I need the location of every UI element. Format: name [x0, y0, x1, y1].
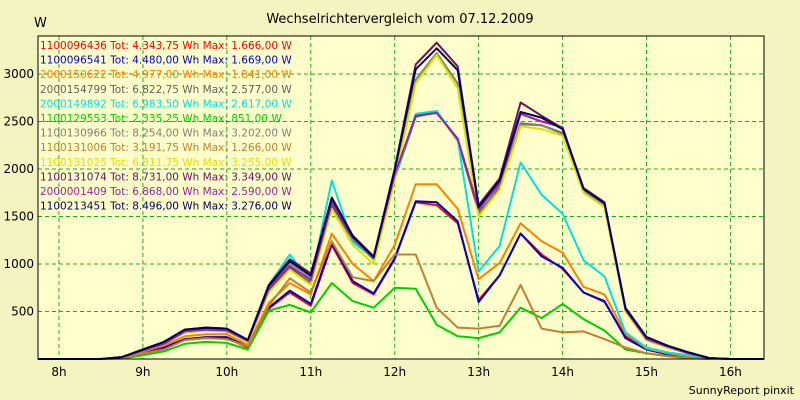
- legend-entry: 2000149892 Tot: 6.983,50 Wh Max: 2.617,0…: [40, 98, 292, 110]
- legend-entry: 1100131025 Tot: 6.811,75 Wh Max: 3.255,0…: [40, 157, 292, 169]
- legend-entry: 1100129553 Tot: 2.335,25 Wh Max: 851,00 …: [40, 113, 282, 125]
- legend-entry: 1100096436 Tot: 4.343,75 Wh Max: 1.666,0…: [40, 40, 292, 52]
- y-tick-label: 3000: [3, 67, 34, 81]
- y-tick-label: 1500: [3, 210, 34, 224]
- x-tick-label: 9h: [135, 365, 150, 379]
- legend-entry: 1100130966 Tot: 8.254,00 Wh Max: 3.202,0…: [40, 128, 292, 140]
- legend-entry: 1100213451 Tot: 8.496,00 Wh Max: 3.276,0…: [40, 201, 292, 213]
- x-tick-label: 11h: [299, 365, 322, 379]
- x-tick-label: 10h: [215, 365, 238, 379]
- plot-area: [38, 36, 764, 359]
- x-tick-label: 15h: [635, 365, 658, 379]
- legend-entry: 2000150622 Tot: 4.977,00 Wh Max: 1.841,0…: [40, 69, 292, 81]
- y-tick-label: 500: [11, 305, 34, 319]
- x-tick-label: 16h: [719, 365, 742, 379]
- legend-entry: 2000154799 Tot: 6.822,75 Wh Max: 2.577,0…: [40, 84, 292, 96]
- x-tick-label: 13h: [467, 365, 490, 379]
- footer-credit: SunnyReport pinxit: [689, 384, 795, 397]
- legend-entry: 2000001409 Tot: 6.868,00 Wh Max: 2.590,0…: [40, 186, 292, 198]
- series-line: [38, 112, 764, 360]
- x-tick-label: 8h: [51, 365, 66, 379]
- y-axis-label: W: [34, 16, 47, 31]
- legend: 1100096436 Tot: 4.343,75 Wh Max: 1.666,0…: [40, 40, 292, 213]
- plot-frame: [37, 35, 765, 360]
- y-tick-label: 2000: [3, 162, 34, 176]
- y-tick-label: 2500: [3, 115, 34, 129]
- legend-entry: 1100096541 Tot: 4.480,00 Wh Max: 1.669,0…: [40, 55, 292, 67]
- x-tick-label: 12h: [383, 365, 406, 379]
- x-tick-label: 14h: [551, 365, 574, 379]
- series-lines: [38, 41, 764, 360]
- series-line: [38, 47, 764, 360]
- chart-title: Wechselrichtervergleich vom 07.12.2009: [266, 12, 533, 27]
- x-axis: 8h 9h 10h 11h 12h 13h 14h 15h 16h: [51, 365, 742, 379]
- y-axis: 500 1000 1500 2000 2500 3000: [3, 67, 34, 319]
- legend-entry: 1100131006 Tot: 3.191,75 Wh Max: 1.266,0…: [40, 142, 292, 154]
- y-tick-label: 1000: [3, 257, 34, 271]
- series-line: [38, 240, 764, 360]
- legend-entry: 1100131074 Tot: 8.731,00 Wh Max: 3.349,0…: [40, 171, 292, 183]
